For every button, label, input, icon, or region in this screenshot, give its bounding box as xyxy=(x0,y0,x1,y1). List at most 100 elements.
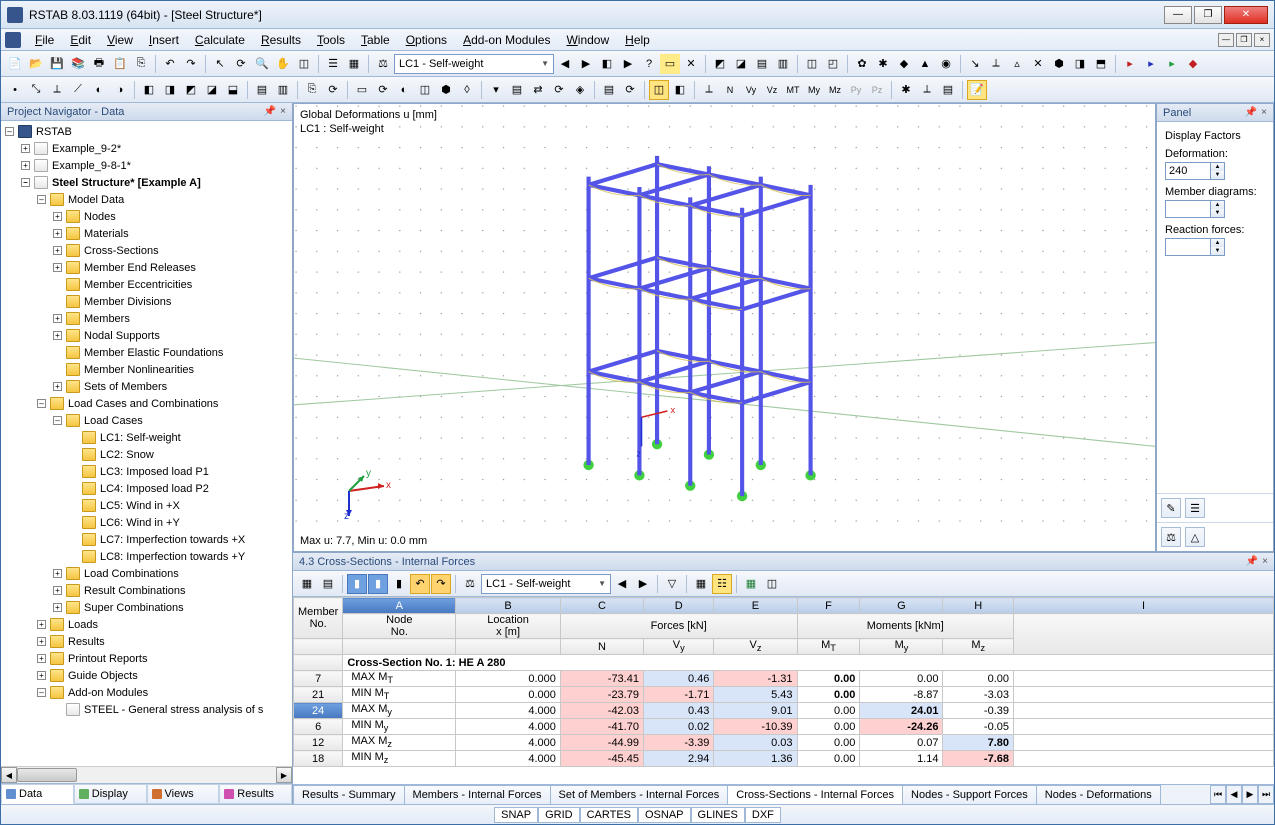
panel-list-icon[interactable]: ☰ xyxy=(1185,498,1205,518)
tree-item[interactable]: LC3: Imposed load P1 xyxy=(1,463,292,480)
t2-highlight[interactable]: ◫ xyxy=(649,80,669,100)
scroll-thumb[interactable] xyxy=(17,768,77,782)
result-tab[interactable]: Nodes - Support Forces xyxy=(902,785,1037,804)
result-mz[interactable]: Mz xyxy=(825,80,845,100)
menu-addon-modules[interactable]: Add-on Modules xyxy=(455,31,558,49)
tree-item[interactable]: +Printout Reports xyxy=(1,650,292,667)
menu-results[interactable]: Results xyxy=(253,31,309,49)
tab-prev-icon[interactable]: ◀ xyxy=(1226,785,1242,804)
result-tab[interactable]: Set of Members - Internal Forces xyxy=(550,785,729,804)
t2-k[interactable]: ⬓ xyxy=(223,80,243,100)
result-pz[interactable]: Pz xyxy=(867,80,887,100)
tree-item[interactable]: LC7: Imperfection towards +X xyxy=(1,531,292,548)
results-grid[interactable]: MemberNo.ABCDEFGHINodeNo.Locationx [m]Fo… xyxy=(293,597,1274,784)
tt-e[interactable]: ▮ xyxy=(389,574,409,594)
member-diag-spinner[interactable]: ▲▼ xyxy=(1165,200,1265,218)
panel-pin-icon[interactable]: 📌 xyxy=(1245,107,1257,118)
menu-file[interactable]: File xyxy=(27,31,62,49)
menu-help[interactable]: Help xyxy=(617,31,658,49)
mdi-minimize[interactable]: — xyxy=(1218,33,1234,47)
tool-m[interactable]: ⟂ xyxy=(986,54,1006,74)
tt-next[interactable]: ▶ xyxy=(633,574,653,594)
preview-icon[interactable]: 📋 xyxy=(110,54,130,74)
t2-h[interactable]: ◨ xyxy=(160,80,180,100)
tt-c[interactable]: ▮ xyxy=(347,574,367,594)
tree-item[interactable]: –Load Cases xyxy=(1,412,292,429)
panel-close-icon[interactable]: × xyxy=(1261,107,1267,118)
panel-edit-icon[interactable]: ✎ xyxy=(1161,498,1181,518)
status-toggle[interactable]: OSNAP xyxy=(638,807,691,823)
status-toggle[interactable]: DXF xyxy=(745,807,781,823)
refresh-icon[interactable]: ⟳ xyxy=(231,54,251,74)
tool-g[interactable]: ✿ xyxy=(852,54,872,74)
reaction-input[interactable] xyxy=(1165,238,1211,256)
tree-item[interactable]: Member Nonlinearities xyxy=(1,361,292,378)
tree-item[interactable]: +Sets of Members xyxy=(1,378,292,395)
tool-a[interactable]: ◩ xyxy=(710,54,730,74)
result-tab[interactable]: Results - Summary xyxy=(293,785,405,804)
titlebar[interactable]: RSTAB 8.03.1119 (64bit) - [Steel Structu… xyxy=(1,1,1274,29)
navigator-tree[interactable]: –RSTAB+Example_9-2*+Example_9-8-1*–Steel… xyxy=(1,121,292,766)
tree-item[interactable]: LC4: Imposed load P2 xyxy=(1,480,292,497)
pan-icon[interactable]: ✋ xyxy=(273,54,293,74)
tree-item[interactable]: –Add-on Modules xyxy=(1,684,292,701)
view-icon[interactable]: ◫ xyxy=(294,54,314,74)
tool-q[interactable]: ◨ xyxy=(1070,54,1090,74)
saveall-icon[interactable]: 📚 xyxy=(68,54,88,74)
t2-w[interactable]: ▤ xyxy=(507,80,527,100)
t2-i[interactable]: ◩ xyxy=(181,80,201,100)
t2-aa[interactable]: ▤ xyxy=(599,80,619,100)
undo-icon[interactable]: ↶ xyxy=(160,54,180,74)
model-viewport[interactable]: Global Deformations u [mm] LC1 : Self-we… xyxy=(293,103,1156,552)
tree-item[interactable]: LC8: Imperfection towards +Y xyxy=(1,548,292,565)
result-tab[interactable]: Cross-Sections - Internal Forces xyxy=(727,785,903,804)
t2-b[interactable]: ⤡ xyxy=(26,80,46,100)
tree-item[interactable]: STEEL - General stress analysis of s xyxy=(1,701,292,718)
help-icon[interactable]: ? xyxy=(639,54,659,74)
tab-display[interactable]: Display xyxy=(74,784,147,804)
tree-item[interactable]: +Results xyxy=(1,633,292,650)
t2-e[interactable]: ◐ xyxy=(89,80,109,100)
tree-item[interactable]: –Steel Structure* [Example A] xyxy=(1,174,292,191)
menu-table[interactable]: Table xyxy=(353,31,398,49)
t2-p[interactable]: ▭ xyxy=(352,80,372,100)
status-toggle[interactable]: CARTES xyxy=(580,807,638,823)
tool-c[interactable]: ▤ xyxy=(752,54,772,74)
tt-f[interactable]: ↶ xyxy=(410,574,430,594)
tt-i[interactable]: ☷ xyxy=(712,574,732,594)
result-vy[interactable]: Vy xyxy=(741,80,761,100)
tool-k[interactable]: ◉ xyxy=(936,54,956,74)
t2-t[interactable]: ⬢ xyxy=(436,80,456,100)
reaction-spinner[interactable]: ▲▼ xyxy=(1165,238,1265,256)
member-diag-input[interactable] xyxy=(1165,200,1211,218)
tool-i[interactable]: ◆ xyxy=(894,54,914,74)
status-toggle[interactable]: GLINES xyxy=(691,807,745,823)
tab-results[interactable]: Results xyxy=(219,784,292,804)
tree-item[interactable]: LC5: Wind in +X xyxy=(1,497,292,514)
tree-item[interactable]: LC2: Snow xyxy=(1,446,292,463)
t2-j[interactable]: ◪ xyxy=(202,80,222,100)
scroll-left-icon[interactable]: ◀ xyxy=(1,767,17,783)
deformation-spinner[interactable]: ▲▼ xyxy=(1165,162,1265,180)
tool-p[interactable]: ⬢ xyxy=(1049,54,1069,74)
new-icon[interactable]: 📄 xyxy=(5,54,25,74)
menu-calculate[interactable]: Calculate xyxy=(187,31,253,49)
panel-scale-icon[interactable]: ⚖ xyxy=(1161,527,1181,547)
filter-icon[interactable]: ◧ xyxy=(597,54,617,74)
menu-options[interactable]: Options xyxy=(398,31,455,49)
tt-scale[interactable]: ⚖ xyxy=(460,574,480,594)
t2-af[interactable]: ⟂ xyxy=(917,80,937,100)
navigator-hscroll[interactable]: ◀ ▶ xyxy=(1,766,292,783)
open-icon[interactable]: 📂 xyxy=(26,54,46,74)
tree-item[interactable]: LC6: Wind in +Y xyxy=(1,514,292,531)
calc-icon[interactable]: ▶ xyxy=(618,54,638,74)
tree-item[interactable]: +Cross-Sections xyxy=(1,242,292,259)
t2-m[interactable]: ▥ xyxy=(273,80,293,100)
tree-item[interactable]: –RSTAB xyxy=(1,123,292,140)
tree-item[interactable]: +Guide Objects xyxy=(1,667,292,684)
tt-g[interactable]: ↷ xyxy=(431,574,451,594)
table-lc-dropdown[interactable]: LC1 - Self-weight▼ xyxy=(481,574,611,594)
tab-first-icon[interactable]: ⏮ xyxy=(1210,785,1226,804)
t2-c[interactable]: ⟂ xyxy=(47,80,67,100)
t2-ac[interactable]: ◧ xyxy=(670,80,690,100)
